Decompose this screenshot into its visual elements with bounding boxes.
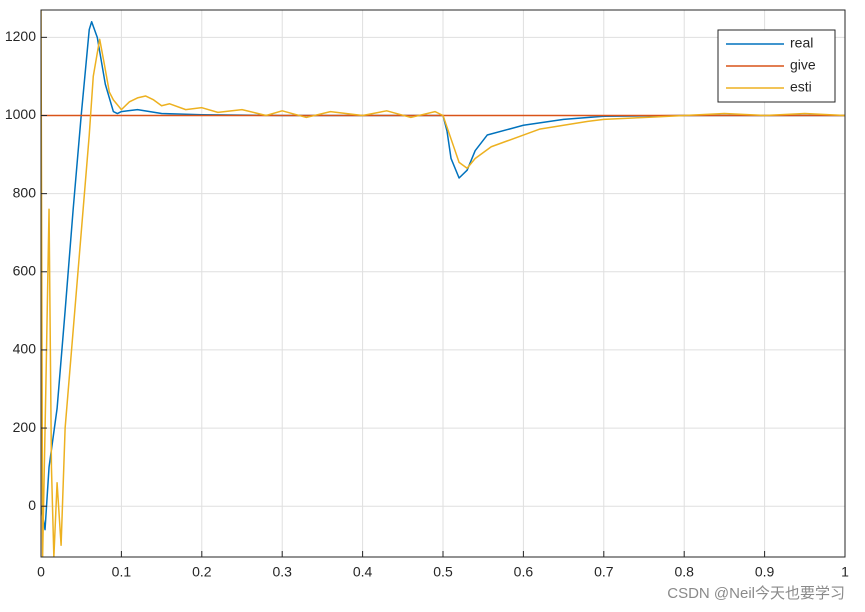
- series-line: [41, 10, 845, 557]
- x-tick-label: 0: [37, 564, 45, 580]
- y-tick-label: 400: [13, 341, 37, 357]
- x-tick-label: 0.9: [755, 564, 775, 580]
- y-tick-label: 1200: [5, 28, 36, 44]
- x-tick-label: 0.2: [192, 564, 212, 580]
- legend-label: real: [790, 35, 813, 51]
- legend: real give esti: [717, 29, 836, 103]
- y-tick-label: 1000: [5, 106, 36, 122]
- x-tick-label: 0.5: [433, 564, 453, 580]
- lines: [41, 10, 845, 557]
- x-tick-label: 1: [841, 564, 849, 580]
- x-tick-label: 0.6: [514, 564, 534, 580]
- y-tick-label: 800: [13, 184, 37, 200]
- legend-label: esti: [790, 79, 812, 95]
- y-tick-label: 200: [13, 419, 37, 435]
- x-tick-label: 0.1: [112, 564, 132, 580]
- legend-label: give: [790, 57, 816, 73]
- watermark: CSDN @Neil今天也要学习: [667, 585, 845, 602]
- x-tick-label: 0.3: [272, 564, 292, 580]
- y-tick-label: 0: [28, 497, 36, 513]
- x-tick-label: 0.8: [674, 564, 694, 580]
- y-tick-label: 600: [13, 262, 37, 278]
- x-tick-label: 0.7: [594, 564, 614, 580]
- series-line: [41, 20, 845, 531]
- x-tick-label: 0.4: [353, 564, 373, 580]
- labels: 0 200 400 600 800 1000 1200 0 0.1 0.2 0.3 0.4 0.5 0.6…: [5, 28, 849, 580]
